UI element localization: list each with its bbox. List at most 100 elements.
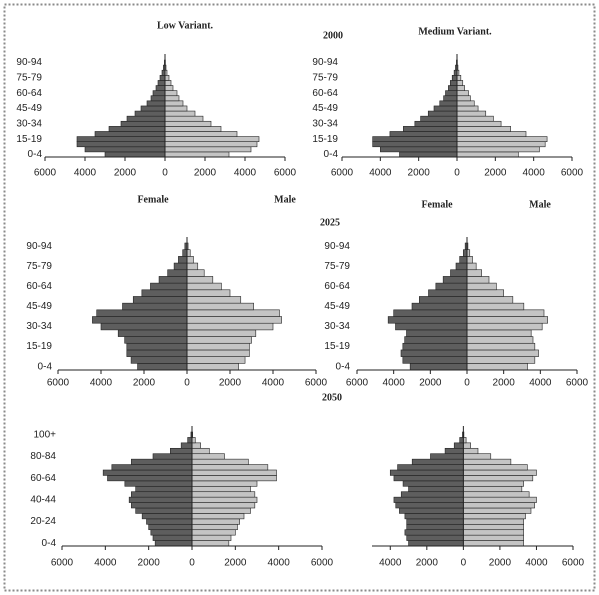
bar — [399, 507, 464, 514]
bar — [150, 282, 188, 291]
bar — [393, 309, 468, 317]
x-tick-label: 4000 — [529, 378, 552, 389]
bar — [455, 262, 468, 271]
bar — [164, 90, 178, 97]
bar — [191, 447, 210, 455]
bar — [397, 464, 464, 471]
bar — [456, 95, 471, 102]
bar — [126, 115, 166, 122]
bar — [466, 342, 536, 351]
x-tick-label: 2000 — [133, 378, 156, 389]
bar — [186, 316, 282, 324]
bar — [466, 302, 525, 311]
bar — [453, 442, 464, 449]
y-tick-label: 60-64 — [26, 281, 52, 292]
bar — [463, 534, 524, 541]
bar — [135, 485, 193, 493]
y-tick-label: 60-64 — [30, 473, 56, 484]
bar — [191, 469, 277, 476]
bar — [76, 136, 166, 142]
x-tick-label: 6000 — [34, 168, 57, 179]
bar — [187, 437, 193, 444]
bar — [456, 85, 465, 91]
bar — [191, 442, 201, 449]
y-tick-label: 45-49 — [312, 103, 338, 114]
x-tick-label: 6000 — [274, 168, 297, 179]
bar — [408, 485, 464, 493]
bar — [126, 342, 188, 351]
bar — [150, 529, 193, 536]
bar — [456, 126, 511, 132]
bar — [466, 309, 545, 317]
bar — [186, 349, 250, 357]
bar — [372, 136, 458, 142]
bar — [406, 523, 464, 531]
bar — [94, 131, 166, 137]
bar — [186, 329, 257, 337]
bar — [456, 120, 502, 127]
bar — [164, 80, 172, 86]
bar — [428, 289, 468, 297]
bar — [120, 120, 166, 127]
year-label: 2000 — [323, 30, 343, 41]
y-tick-label: 75-79 — [324, 261, 350, 272]
bar — [191, 491, 256, 498]
bar — [445, 90, 458, 97]
y-tick-label: 75-79 — [16, 73, 42, 84]
x-tick-label: 4000 — [234, 168, 257, 179]
bar — [389, 469, 464, 476]
bar — [186, 322, 274, 331]
y-tick-label: 30-34 — [324, 321, 350, 332]
bar — [186, 342, 250, 351]
bar — [124, 480, 193, 487]
bar — [466, 276, 490, 284]
x-tick-label: 0 — [189, 558, 195, 569]
bar — [466, 336, 534, 344]
x-tick-label: 4000 — [379, 558, 402, 569]
bar — [191, 475, 277, 482]
bar — [451, 75, 458, 81]
bar — [191, 480, 258, 487]
x-tick-label: 4000 — [74, 168, 97, 179]
bar — [131, 458, 193, 465]
bar — [135, 507, 193, 514]
bar — [463, 442, 471, 449]
bar — [154, 540, 193, 547]
bar — [399, 151, 458, 158]
bar — [456, 100, 475, 107]
bar — [117, 329, 188, 337]
bar — [186, 256, 194, 264]
bar — [141, 513, 193, 520]
bar — [387, 316, 468, 324]
bar — [102, 469, 193, 476]
x-tick-label: 2000 — [219, 378, 242, 389]
bar — [404, 513, 464, 520]
bar — [180, 442, 193, 449]
bar — [96, 309, 188, 317]
bar — [104, 151, 166, 158]
bar — [463, 249, 468, 257]
y-tick-label: 0-4 — [324, 149, 339, 160]
y-tick-label: 100+ — [33, 429, 56, 440]
bar — [463, 447, 479, 455]
bar — [167, 269, 188, 277]
bar — [463, 485, 523, 493]
bar — [463, 491, 530, 498]
bar — [395, 322, 468, 331]
x-tick-label: 2000 — [194, 168, 217, 179]
x-tick-label: 0 — [162, 168, 168, 179]
legend-label: Male — [529, 199, 551, 210]
bar — [186, 269, 205, 277]
bar — [111, 464, 193, 471]
x-tick-label: 6000 — [331, 168, 354, 179]
bar — [433, 105, 458, 112]
y-tick-label: 0-4 — [336, 361, 351, 372]
bar — [164, 131, 238, 137]
bar — [400, 491, 464, 498]
bar — [463, 464, 528, 471]
y-tick-label: 45-49 — [16, 103, 42, 114]
y-tick-label: 75-79 — [312, 73, 338, 84]
legend-label: Female — [137, 194, 169, 205]
bar — [442, 276, 468, 284]
